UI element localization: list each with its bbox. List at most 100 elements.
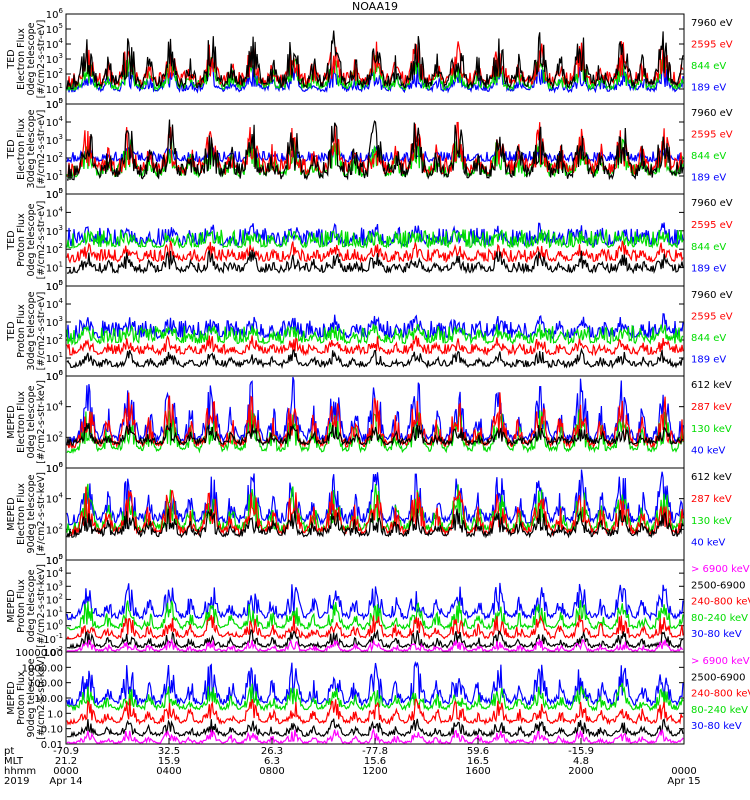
legend-entry: 7960 eV: [691, 18, 733, 29]
series-line-green: [66, 136, 684, 179]
y-tick-label: 105: [46, 22, 63, 36]
series-line-magenta: [66, 728, 684, 745]
y-axis-label-line: [#/cm2-s-str-keV]: [36, 656, 47, 740]
series-line-black: [66, 628, 683, 650]
legend-entry: 844 eV: [691, 151, 726, 162]
legend-entry: 844 eV: [691, 333, 726, 344]
legend-entry: 40 keV: [691, 446, 725, 457]
series-line-green: [66, 229, 684, 250]
y-tick-label: 106: [46, 461, 64, 475]
y-axis-label-line: Electron Flux: [16, 28, 27, 90]
legend-entry: 7960 eV: [691, 108, 733, 119]
legend-entry: 130 keV: [691, 424, 732, 435]
legend-entry: 844 eV: [691, 242, 726, 253]
series-line-green: [66, 483, 684, 534]
x-tick-mlt: 15.9: [158, 756, 180, 767]
y-tick-label: 104: [46, 400, 64, 414]
y-tick-label: 102: [46, 430, 63, 444]
series-line-blue: [66, 62, 684, 94]
y-tick-label: 103: [46, 133, 63, 147]
series-line-blue: [66, 660, 684, 707]
y-tick-label: 104: [46, 297, 64, 311]
series-line-green: [67, 600, 684, 631]
y-tick-label: 0.10: [41, 725, 63, 736]
y-axis-label-line: [#/cm2-s-str-eV]: [36, 292, 47, 371]
y-axis-label-line: [#/cm2-s-str-keV]: [36, 380, 47, 464]
series-line-red: [66, 334, 684, 357]
y-axis-label-line: 30deg telescope: [26, 291, 37, 370]
legend-entry: 612 keV: [691, 472, 732, 483]
y-tick-label: 100.00: [28, 679, 63, 690]
y-tick-label: 104: [46, 205, 64, 219]
legend-entry: 80-240 keV: [691, 613, 748, 624]
series-line-red: [66, 614, 684, 640]
y-tick-label: 104: [46, 566, 64, 580]
y-axis-label-line: TED: [6, 139, 17, 159]
legend-entry: 240-800 keV: [691, 597, 750, 608]
y-axis-label-line: [#/cm2-s-str-eV]: [36, 110, 47, 189]
legend-entry: > 6900 keV: [691, 656, 750, 667]
y-tick-label: 104: [46, 115, 64, 129]
y-tick-label: 101: [46, 261, 63, 275]
legend-entry: 130 keV: [691, 516, 732, 527]
y-tick-label: 102: [46, 151, 63, 165]
y-tick-label: 104: [46, 37, 64, 51]
legend-entry: 30-80 keV: [691, 721, 742, 732]
x-tick-pt: 32.5: [158, 746, 180, 757]
y-tick-label: 103: [46, 52, 63, 66]
legend-entry: 189 eV: [691, 82, 726, 93]
x-tick-hhmm: 0800: [259, 766, 284, 777]
x-tick-hhmm: 1200: [362, 766, 387, 777]
y-tick-label: 101: [46, 351, 63, 365]
legend-entry: 30-80 keV: [691, 629, 742, 640]
series-line-green: [66, 323, 684, 346]
x-tick-date: Apr 14: [49, 776, 82, 787]
series-line-black: [66, 422, 684, 447]
y-axis-label: MEPED Proton Flux 90deg telescope [#/cm2-s-…: [6, 656, 47, 740]
x-tick-pt: -77.8: [362, 746, 388, 757]
y-tick-label: 103: [46, 315, 63, 329]
y-axis-label-line: MEPED: [6, 681, 17, 714]
x-tick-hhmm: 0400: [156, 766, 181, 777]
y-tick-label: 105: [46, 553, 63, 567]
x-tick-pt: -15.9: [568, 746, 594, 757]
legend-entry: 2500-6900: [691, 580, 746, 591]
x-row-label: 2019: [4, 776, 29, 787]
y-axis-label: TED Electron Flux 30deg telescope [#/cm2-s-…: [6, 109, 47, 188]
y-axis-label-line: 0deg telescope: [26, 569, 37, 642]
series-line-red: [67, 486, 684, 537]
series-line-black: [66, 347, 684, 370]
x-tick-mlt: 15.6: [364, 756, 386, 767]
y-axis-label-line: [#/cm2-s-str-keV]: [36, 564, 47, 648]
y-axis-label-line: Electron Flux: [16, 483, 27, 545]
x-tick-pt: -70.9: [53, 746, 79, 757]
x-row-label: MLT: [4, 756, 24, 767]
y-tick-label: 100: [46, 97, 63, 111]
y-tick-label: 102: [46, 67, 63, 81]
y-axis-label-line: Proton Flux: [16, 304, 27, 358]
legend-entry: 844 eV: [691, 61, 726, 72]
y-axis-label-line: [#/cm2-s-str-keV]: [36, 472, 47, 556]
legend-entry: 189 eV: [691, 354, 726, 365]
y-axis-label-line: [#/cm2-s-str-eV]: [36, 20, 47, 99]
y-axis-label-line: 0deg telescope: [26, 385, 37, 458]
legend-entry: 2595 eV: [691, 39, 733, 50]
legend-entry: 2595 eV: [691, 311, 733, 322]
y-axis-label-line: [#/cm2-s-str-eV]: [36, 201, 47, 280]
y-tick-label: 106: [46, 369, 64, 383]
y-axis-label-line: MEPED: [6, 589, 17, 622]
y-axis-label-line: Electron Flux: [16, 391, 27, 453]
y-tick-label: 105: [46, 279, 63, 293]
y-axis-label-line: 0deg telescope: [26, 22, 37, 95]
y-tick-label: 106: [46, 7, 64, 21]
y-axis-label: TED Proton Flux 0deg telescope [#/cm2-s-str…: [6, 201, 47, 280]
y-axis-label: MEPED Electron Flux 0deg telescope [#/cm2-s…: [6, 380, 47, 464]
legend-entry: 287 keV: [691, 402, 732, 413]
y-tick-label: 103: [46, 224, 63, 238]
series-line-magenta: [67, 638, 684, 653]
y-tick-label: 100: [46, 619, 63, 633]
y-axis-label-line: TED: [6, 49, 17, 69]
y-tick-label: 0.01: [41, 740, 63, 751]
legend-entry: 240-800 keV: [691, 689, 750, 700]
